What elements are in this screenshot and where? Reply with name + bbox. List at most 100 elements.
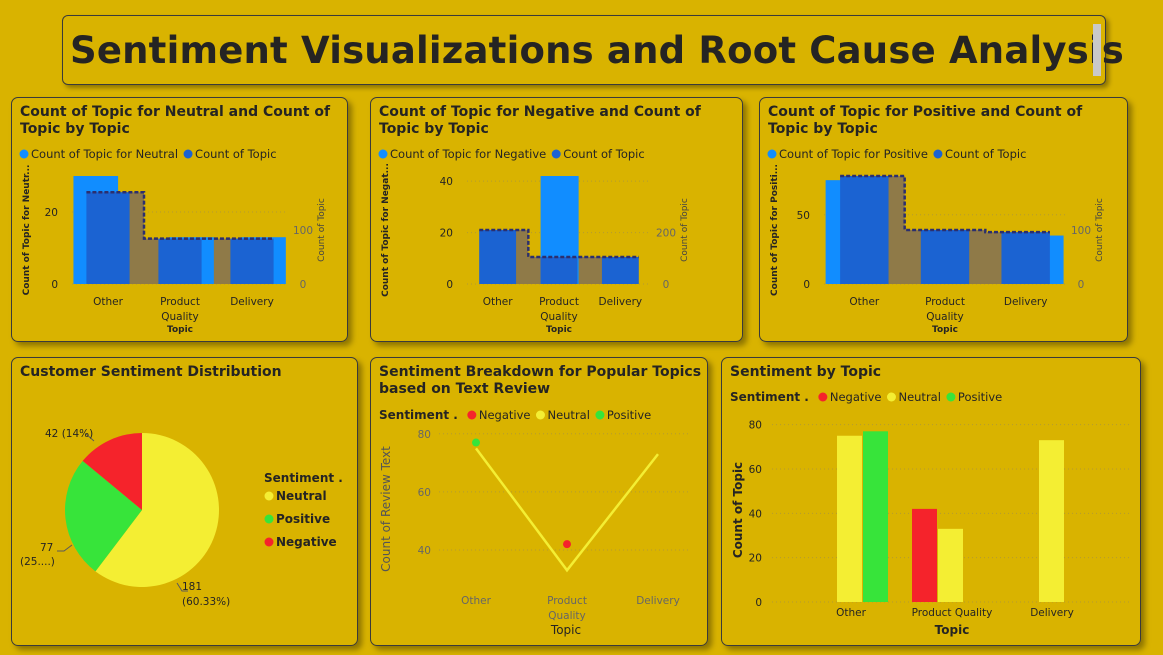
- x-tick-label: Quality: [548, 610, 586, 622]
- legend-title: Sentiment .: [379, 408, 458, 422]
- legend-marker-icon: [467, 410, 477, 420]
- legend-item: Count of Topic: [195, 147, 276, 161]
- legend-marker-icon: [19, 149, 29, 159]
- legend-marker-icon: [183, 149, 193, 159]
- legend-marker-icon: [378, 149, 388, 159]
- series-line-neutral[interactable]: [474, 447, 659, 573]
- chart-svg: Customer Sentiment Distribution 181 (60.33…: [20, 364, 343, 608]
- x-tick-label: Delivery: [599, 296, 643, 308]
- sentiment-breakdown-line[interactable]: Sentiment Breakdown for Popular Topics ba…: [370, 357, 708, 646]
- x-tick-label: Product: [547, 595, 587, 607]
- series-point-negative[interactable]: [563, 540, 571, 549]
- bar-count-of-topic[interactable]: [230, 238, 274, 284]
- pie-slice-negative[interactable]: [82, 433, 142, 510]
- legend-marker-icon: [595, 410, 605, 420]
- x-tick-label: Other: [849, 296, 879, 308]
- x-tick-label: Quality: [926, 311, 964, 323]
- count-of-topic-line: [840, 174, 1050, 234]
- legend-marker-icon: [933, 149, 943, 159]
- bar-count-of-topic[interactable]: [840, 176, 889, 284]
- bar-count-of-topic[interactable]: [479, 230, 517, 284]
- legend-title: Sentiment .: [730, 390, 809, 404]
- positive-combo-chart[interactable]: Count of Topic for Positive and Count of…: [759, 97, 1128, 342]
- legend-item: Neutral: [547, 408, 589, 422]
- y-axis-title: Count of Review Text: [379, 446, 393, 572]
- legend-item: Count of Topic: [563, 147, 644, 161]
- x-tick-label: Delivery: [1030, 607, 1074, 619]
- chart-title: Topic by Topic: [379, 121, 489, 137]
- sentiment-by-topic-bar[interactable]: Sentiment by Topic Sentiment . Negative Neu…: [721, 357, 1141, 646]
- chart-title: Sentiment Breakdown for Popular Topics: [379, 364, 701, 380]
- y-tick-label: 20: [749, 553, 762, 565]
- y2-tick-label: 0: [300, 279, 307, 291]
- bar-count-of-topic[interactable]: [158, 238, 202, 284]
- chart-title: Topic by Topic: [20, 121, 130, 137]
- data-label: (25....): [20, 556, 55, 568]
- bar-neutral[interactable]: [938, 528, 963, 602]
- count-of-topic-area: [86, 192, 274, 284]
- bar-count-of-topic[interactable]: [1001, 232, 1050, 284]
- x-tick-label: Quality: [161, 311, 199, 323]
- y2-tick-label: 100: [293, 225, 313, 237]
- x-axis-title: Topic: [546, 325, 572, 335]
- chart-svg: Sentiment by Topic Sentiment . Negative Neu…: [730, 364, 1132, 637]
- legend-item: Positive: [276, 512, 330, 526]
- series-point-positive[interactable]: [472, 438, 480, 447]
- bar-neutral[interactable]: [1039, 440, 1064, 602]
- chart-svg: Count of Topic for Positive and Count of…: [767, 104, 1105, 335]
- x-axis-title: Topic: [932, 325, 958, 335]
- chart-svg: Count of Topic for Neutral and Count ofT…: [19, 104, 331, 335]
- x-axis-title: Topic: [167, 325, 193, 335]
- y-tick-label: 0: [446, 279, 453, 291]
- chart-title: Topic by Topic: [768, 121, 878, 137]
- y2-tick-label: 200: [656, 228, 676, 240]
- legend-marker-icon: [818, 392, 828, 402]
- x-axis-title: Topic: [935, 623, 970, 637]
- legend-item: Count of Topic for Negative: [390, 147, 546, 161]
- bar-count-of-topic[interactable]: [601, 257, 639, 284]
- y-tick-label: 0: [803, 279, 810, 291]
- bar-neutral[interactable]: [837, 435, 862, 602]
- pie-slice-neutral[interactable]: [95, 433, 219, 587]
- legend-marker-icon: [946, 392, 956, 402]
- y2-axis-title: Count of Topic: [680, 198, 690, 262]
- data-label: 77: [40, 542, 53, 554]
- bar-count-of-topic[interactable]: [540, 257, 578, 284]
- bar-count-of-topic[interactable]: [920, 230, 970, 284]
- legend-marker-icon: [767, 149, 777, 159]
- y-axis-title: Count of Topic: [731, 462, 745, 558]
- count-of-topic-line: [479, 228, 639, 259]
- legend-item: Neutral: [276, 489, 327, 503]
- chart-title: Count of Topic for Neutral and Count of: [20, 104, 331, 120]
- data-label: 181: [182, 581, 202, 593]
- y2-axis-title: Count of Topic: [1095, 198, 1105, 262]
- pie-slice-positive[interactable]: [64, 460, 142, 572]
- y2-tick-label: 0: [1078, 279, 1085, 291]
- negative-combo-chart[interactable]: Count of Topic for Negative and Count of…: [370, 97, 743, 342]
- legend-marker-icon: [264, 491, 274, 501]
- x-tick-label: Other: [483, 296, 513, 308]
- y2-tick-label: 0: [663, 279, 670, 291]
- y2-axis-title: Count of Topic: [317, 198, 327, 262]
- neutral-combo-chart[interactable]: Count of Topic for Neutral and Count of T…: [11, 97, 348, 342]
- y-tick-label: 60: [749, 464, 762, 476]
- y-tick-label: 0: [755, 597, 762, 609]
- x-axis-title: Topic: [550, 623, 581, 637]
- x-tick-label: Delivery: [1004, 296, 1048, 308]
- x-tick-label: Product: [539, 296, 579, 308]
- sentiment-distribution-pie[interactable]: Customer Sentiment Distribution 181 (60.33…: [11, 357, 358, 646]
- legend-marker-icon: [551, 149, 561, 159]
- y-tick-label: 60: [418, 487, 431, 499]
- chart-title: Customer Sentiment Distribution: [20, 364, 282, 380]
- legend-item: Negative: [830, 390, 882, 404]
- x-tick-label: Delivery: [230, 296, 274, 308]
- bar-positive[interactable]: [863, 431, 888, 602]
- legend-item: Count of Topic for Neutral: [31, 147, 178, 161]
- bar-negative[interactable]: [912, 508, 937, 602]
- y-tick-label: 50: [797, 210, 810, 222]
- y-tick-label: 80: [749, 420, 762, 432]
- legend-item: Positive: [607, 408, 651, 422]
- bar-count-of-topic[interactable]: [86, 192, 130, 284]
- chart-title: Count of Topic for Positive and Count of: [768, 104, 1083, 120]
- x-tick-label: Delivery: [636, 595, 680, 607]
